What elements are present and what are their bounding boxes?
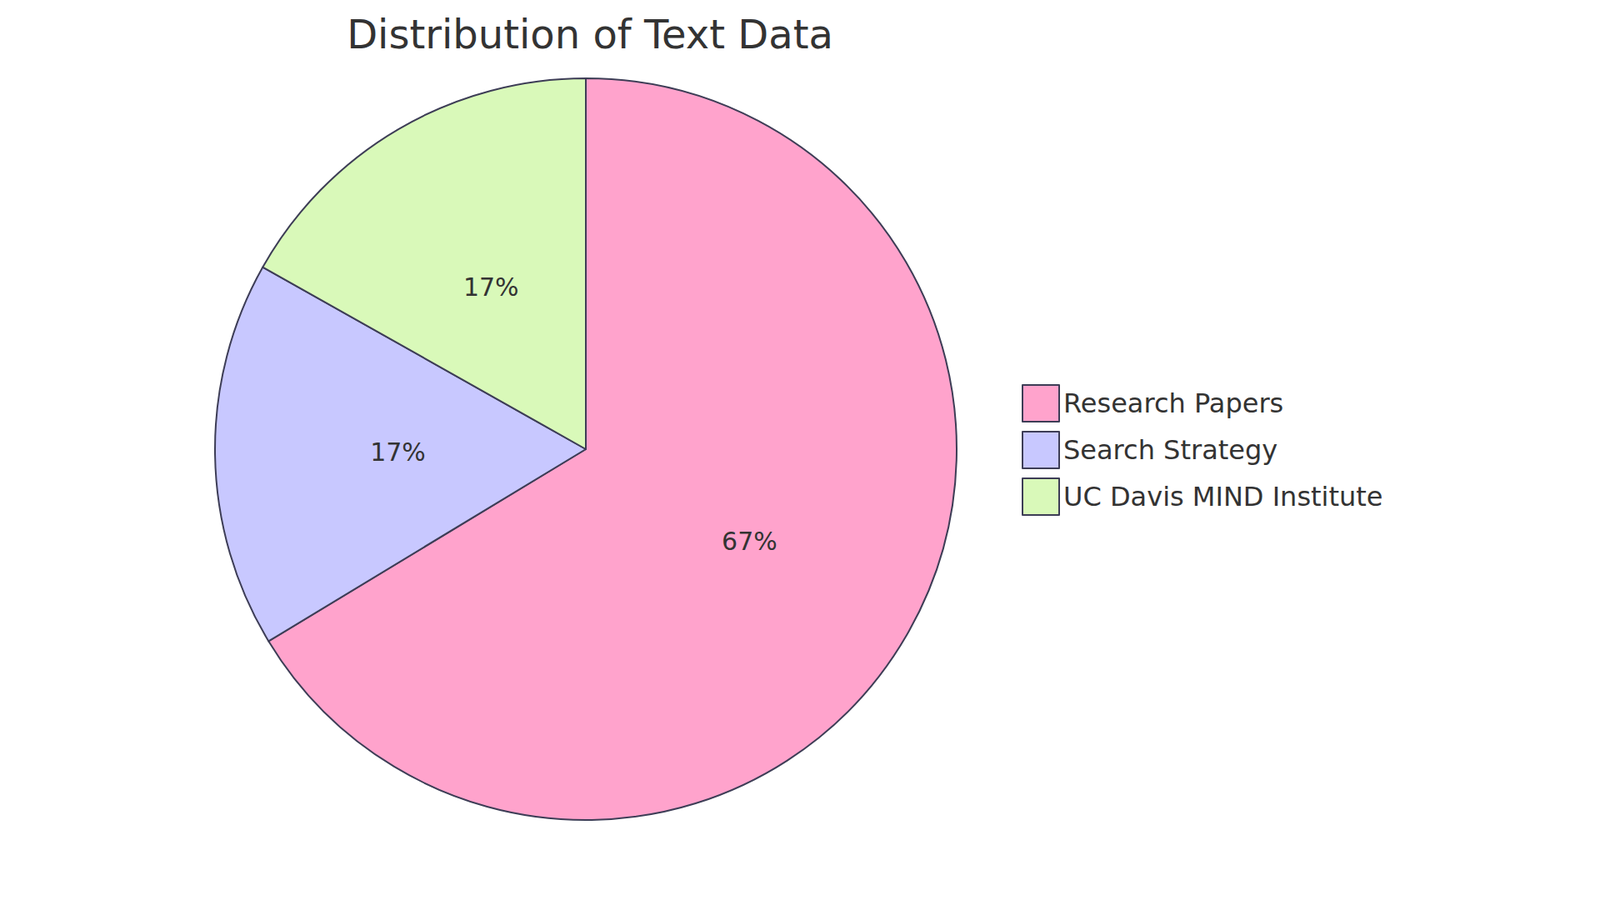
svg-text:67%: 67% [721,526,778,556]
svg-text:17%: 17% [370,437,426,467]
svg-text:Distribution of Text Data: Distribution of Text Data [346,10,834,58]
svg-text:Search Strategy: Search Strategy [1063,434,1278,466]
svg-text:17%: 17% [463,272,520,302]
svg-text:UC Davis MIND Institute: UC Davis MIND Institute [1063,480,1384,513]
svg-text:Research Papers: Research Papers [1063,387,1284,420]
